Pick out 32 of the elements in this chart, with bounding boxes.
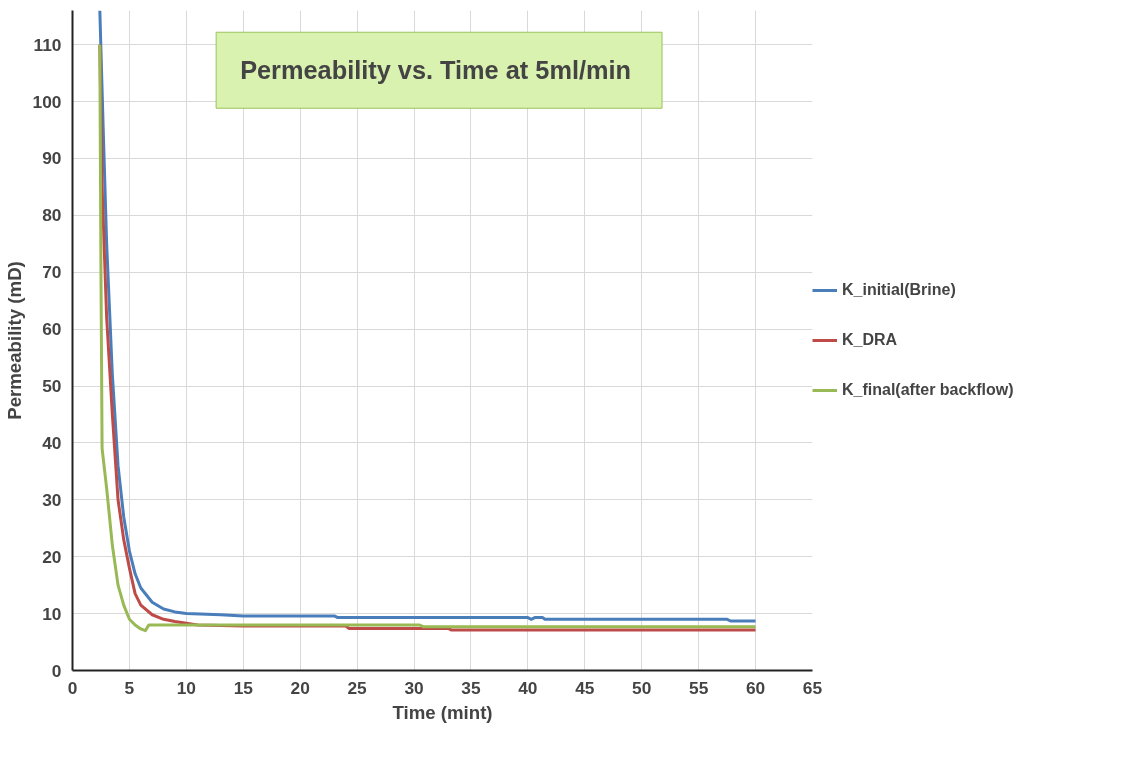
x-axis-title: Time (mint) xyxy=(392,701,493,723)
y-tick-label: 0 xyxy=(51,660,62,681)
x-tick-label: 20 xyxy=(290,677,310,698)
y-tick-label: 10 xyxy=(42,603,62,624)
x-tick-label: 15 xyxy=(233,677,254,698)
y-tick-label: 110 xyxy=(33,34,62,55)
x-tick-label: 55 xyxy=(689,677,709,698)
legend-label: K_final(after backflow) xyxy=(842,380,1014,400)
legend-label: K_initial(Brine) xyxy=(842,280,956,300)
text: Permeability vs. Time at 5ml/min xyxy=(240,56,632,85)
x-tick-label: 10 xyxy=(176,677,196,698)
y-tick-label: 80 xyxy=(42,205,62,226)
x-tick-label: 25 xyxy=(347,677,368,698)
y-tick-label: 30 xyxy=(42,489,62,510)
y-tick-label: 20 xyxy=(42,546,62,567)
x-tick-label: 35 xyxy=(461,677,481,698)
x-tick-label: 50 xyxy=(632,677,652,698)
x-tick-label: 40 xyxy=(518,677,538,698)
y-tick-label: 100 xyxy=(32,91,62,112)
y-tick-label: 60 xyxy=(42,319,62,340)
y-tick-label: 90 xyxy=(42,148,62,169)
x-tick-label: 65 xyxy=(802,677,823,698)
legend-label: K_DRA xyxy=(842,330,898,350)
x-tick-label: 60 xyxy=(745,677,766,698)
y-tick-label: 70 xyxy=(42,262,62,283)
x-tick-label: 30 xyxy=(404,677,424,698)
y-tick-label: 40 xyxy=(42,432,62,453)
y-axis-title: Permeability (mD) xyxy=(3,261,25,420)
x-tick-label: 0 xyxy=(67,677,78,698)
x-tick-label: 5 xyxy=(124,677,135,698)
x-tick-label: 45 xyxy=(575,677,595,698)
y-tick-label: 50 xyxy=(42,376,62,397)
